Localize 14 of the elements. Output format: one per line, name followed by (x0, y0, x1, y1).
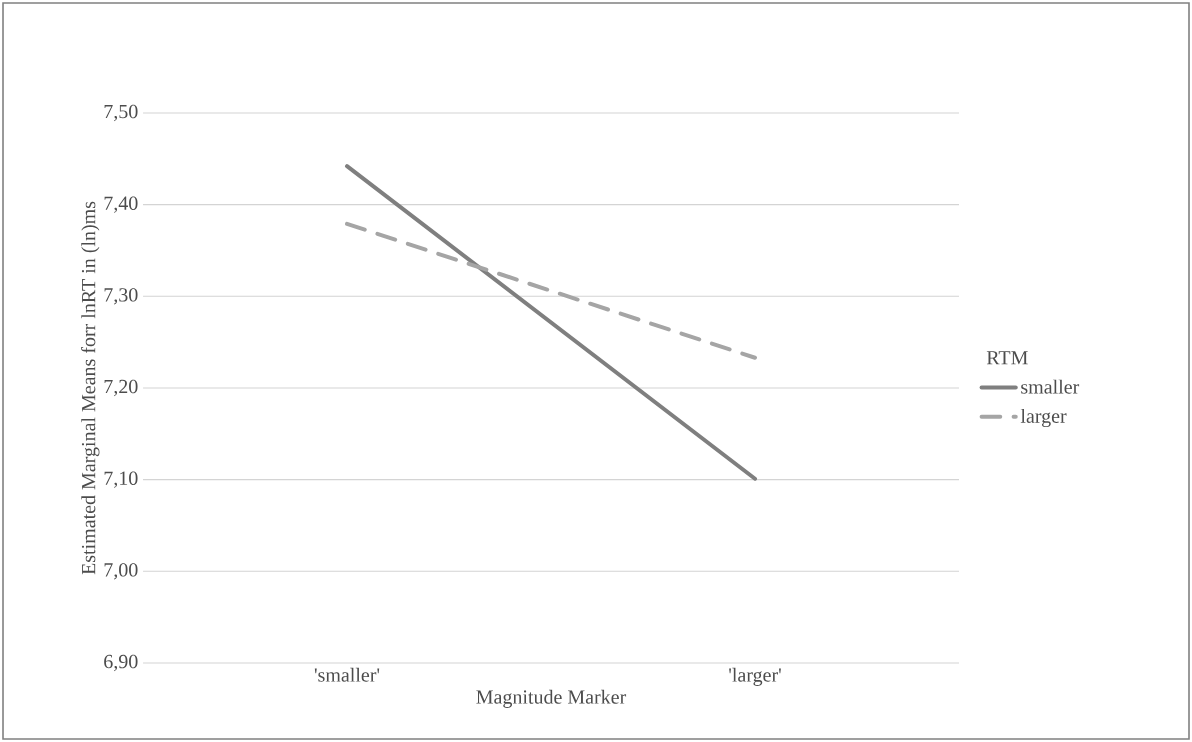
y-tick-label: 7,30 (104, 288, 138, 305)
x-axis-title: Magnitude Marker (476, 689, 627, 708)
y-tick-label: 6,90 (104, 654, 138, 672)
legend-title: RTM (986, 351, 1028, 365)
y-axis-title: Estimated Marginal Means forr lnRT in (ln)ms (81, 201, 100, 575)
legend-label: smaller (1021, 379, 1080, 394)
legend-label: larger (1020, 408, 1067, 428)
x-tick-label: 'smaller' (314, 667, 380, 682)
x-tick-label: 'larger' (729, 667, 781, 686)
y-tick-label: 7,50 (104, 104, 138, 122)
y-tick-label: 7,10 (104, 471, 138, 488)
y-tick-label: 7,20 (104, 379, 138, 397)
y-tick-label: 7,00 (104, 563, 138, 580)
y-tick-label: 7,40 (104, 196, 138, 213)
